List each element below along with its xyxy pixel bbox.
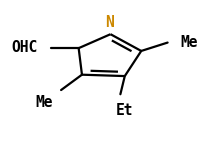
Text: Me: Me — [36, 95, 53, 110]
Text: N: N — [105, 15, 114, 30]
Text: OHC: OHC — [12, 40, 38, 55]
Text: Et: Et — [116, 103, 133, 118]
Text: Me: Me — [181, 35, 198, 50]
